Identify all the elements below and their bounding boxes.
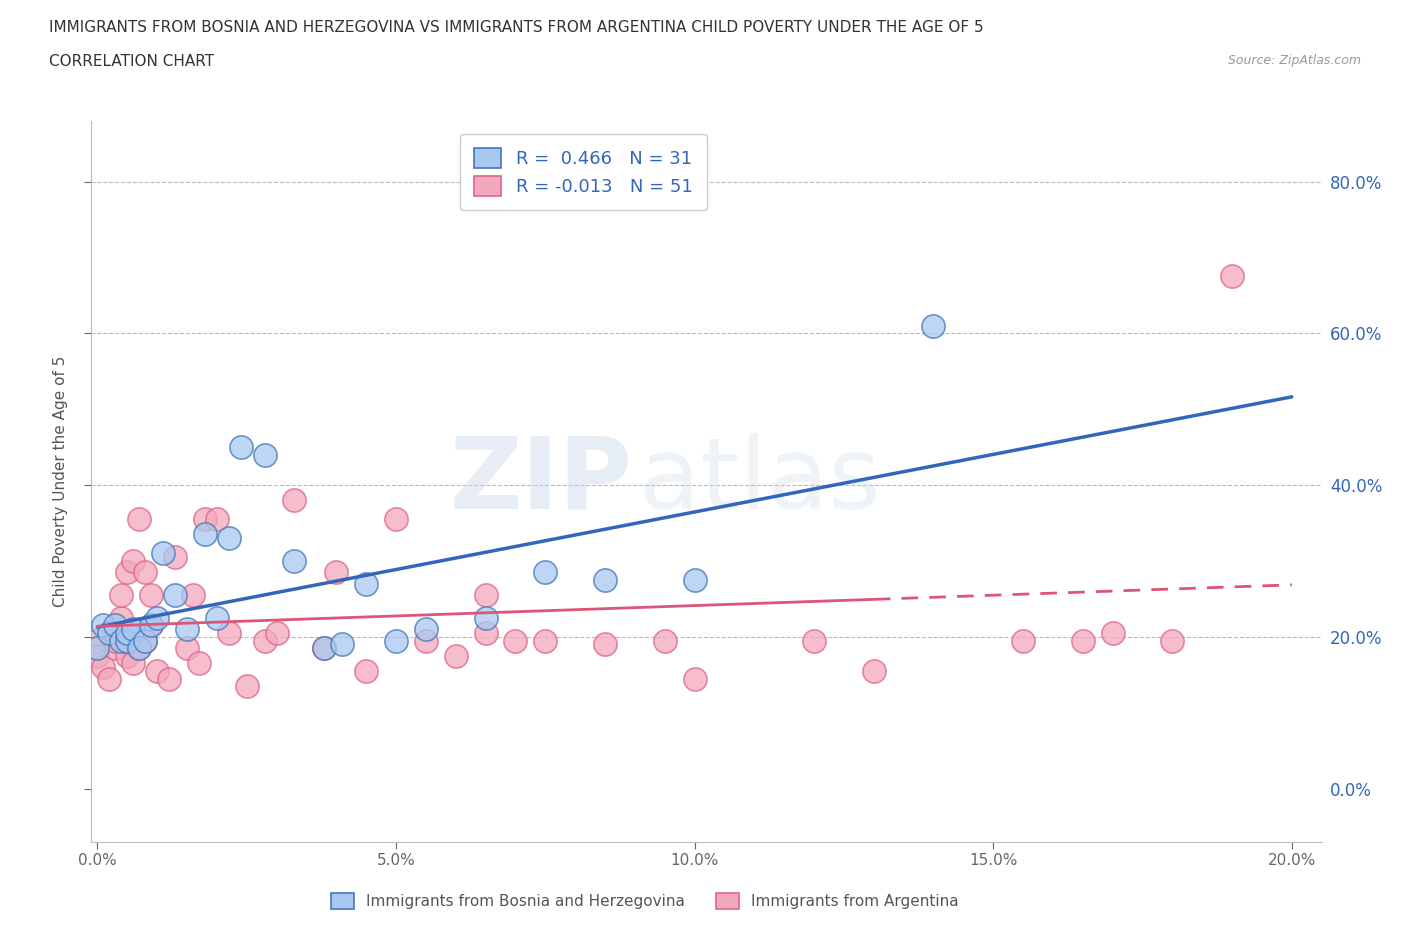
Point <box>534 633 557 648</box>
Point <box>205 610 228 625</box>
Point <box>534 565 557 579</box>
Point <box>683 573 706 588</box>
Y-axis label: Child Poverty Under the Age of 5: Child Poverty Under the Age of 5 <box>53 355 69 607</box>
Point <box>266 626 288 641</box>
Point <box>505 633 527 648</box>
Point <box>330 637 353 652</box>
Point <box>218 626 240 641</box>
Text: atlas: atlas <box>638 432 880 530</box>
Point <box>194 512 217 526</box>
Point <box>862 663 884 678</box>
Point <box>157 671 180 686</box>
Legend: Immigrants from Bosnia and Herzegovina, Immigrants from Argentina: Immigrants from Bosnia and Herzegovina, … <box>323 885 966 917</box>
Point <box>128 641 150 656</box>
Point <box>115 626 138 641</box>
Point <box>385 512 408 526</box>
Point <box>98 626 121 641</box>
Point <box>110 633 132 648</box>
Point <box>139 588 162 603</box>
Point <box>474 626 496 641</box>
Text: IMMIGRANTS FROM BOSNIA AND HERZEGOVINA VS IMMIGRANTS FROM ARGENTINA CHILD POVERT: IMMIGRANTS FROM BOSNIA AND HERZEGOVINA V… <box>49 20 984 35</box>
Point <box>218 531 240 546</box>
Point <box>474 588 496 603</box>
Point <box>1012 633 1035 648</box>
Point <box>235 679 257 694</box>
Point <box>110 610 132 625</box>
Point <box>104 633 127 648</box>
Point <box>115 633 138 648</box>
Point <box>86 633 108 648</box>
Point <box>314 641 336 656</box>
Point <box>122 656 145 671</box>
Point <box>1161 633 1184 648</box>
Point <box>134 633 156 648</box>
Point <box>128 512 150 526</box>
Point <box>163 550 186 565</box>
Point <box>128 641 150 656</box>
Point <box>283 553 305 568</box>
Point <box>122 622 145 637</box>
Point <box>1101 626 1123 641</box>
Point <box>314 641 336 656</box>
Point <box>146 610 169 625</box>
Point <box>253 447 276 462</box>
Text: CORRELATION CHART: CORRELATION CHART <box>49 54 214 69</box>
Point <box>86 648 108 663</box>
Text: Source: ZipAtlas.com: Source: ZipAtlas.com <box>1227 54 1361 67</box>
Point <box>104 618 127 633</box>
Point <box>187 656 209 671</box>
Point <box>325 565 347 579</box>
Point <box>110 588 132 603</box>
Point <box>176 622 198 637</box>
Point <box>354 577 377 591</box>
Point <box>253 633 276 648</box>
Point <box>205 512 228 526</box>
Point <box>91 659 114 674</box>
Point <box>593 637 616 652</box>
Point <box>354 663 377 678</box>
Point <box>474 610 496 625</box>
Point <box>98 671 121 686</box>
Point <box>91 618 114 633</box>
Point <box>163 588 186 603</box>
Point <box>803 633 825 648</box>
Point <box>115 565 138 579</box>
Point <box>654 633 676 648</box>
Point <box>86 641 108 656</box>
Point <box>283 493 305 508</box>
Point <box>194 527 217 542</box>
Point <box>1071 633 1094 648</box>
Point <box>385 633 408 648</box>
Point <box>134 633 156 648</box>
Point <box>146 663 169 678</box>
Point <box>152 546 174 561</box>
Point <box>181 588 204 603</box>
Point <box>139 618 162 633</box>
Point <box>922 318 945 333</box>
Point <box>139 618 162 633</box>
Point <box>134 565 156 579</box>
Point <box>415 622 437 637</box>
Text: ZIP: ZIP <box>450 432 633 530</box>
Point <box>115 648 138 663</box>
Point <box>122 553 145 568</box>
Point <box>683 671 706 686</box>
Point <box>593 573 616 588</box>
Point <box>1220 269 1243 284</box>
Point <box>415 633 437 648</box>
Point <box>444 648 467 663</box>
Point <box>229 440 252 455</box>
Point <box>176 641 198 656</box>
Point <box>104 641 127 656</box>
